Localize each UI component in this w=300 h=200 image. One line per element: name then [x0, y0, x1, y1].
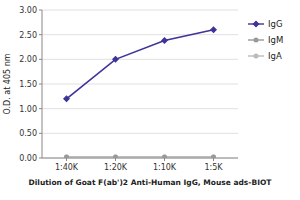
x-tick-label: 1:40K — [55, 163, 79, 172]
marker — [162, 155, 167, 158]
grid-line — [42, 133, 238, 134]
marker — [64, 155, 69, 158]
grid-line — [42, 10, 238, 11]
y-tick-label: 2.00 — [19, 55, 37, 64]
chart: 0.00 0.50 1.00 1.50 2.00 2.50 3.00 1:40K 1:20K 1:… — [0, 0, 300, 200]
marker — [211, 155, 216, 158]
marker — [113, 155, 118, 158]
plot-area — [63, 26, 217, 158]
y-tick-label: 2.50 — [19, 31, 37, 40]
grid-line — [42, 108, 238, 109]
legend-label: IgM — [268, 35, 283, 45]
x-tick-label: 1:10K — [153, 163, 177, 172]
series — [64, 155, 216, 158]
series — [63, 26, 217, 102]
y-tick-label: 0.50 — [19, 129, 37, 138]
x-tick — [213, 158, 214, 161]
grid-line — [42, 158, 238, 159]
marker — [113, 155, 118, 158]
legend-label: IgG — [268, 19, 283, 29]
marker — [161, 37, 168, 44]
x-axis — [42, 158, 238, 159]
series-line — [67, 156, 214, 157]
marker — [210, 26, 217, 33]
x-tick — [164, 158, 165, 161]
grid-line — [42, 34, 238, 35]
y-axis — [42, 10, 43, 158]
marker — [211, 155, 216, 158]
x-tick — [66, 158, 67, 161]
y-axis-label: O.D. at 405 nm — [3, 53, 12, 114]
legend-label: IgA — [268, 51, 282, 61]
x-tick-label: 1:5K — [204, 163, 223, 172]
y-tick-label: 1.00 — [19, 105, 37, 114]
series-line — [67, 156, 214, 157]
marker — [162, 155, 167, 158]
marker — [112, 56, 119, 63]
legend-marker — [253, 21, 260, 28]
legend-marker — [254, 38, 259, 43]
x-axis-label: Dilution of Goat F(ab')2 Anti-Human IgG,… — [29, 178, 273, 187]
legend-marker — [254, 54, 259, 59]
x-tick — [115, 158, 116, 161]
series — [64, 155, 216, 158]
y-tick-label: 1.50 — [19, 80, 37, 89]
y-tick-label: 3.00 — [19, 6, 37, 15]
legend: IgG IgM IgA — [248, 19, 283, 61]
marker — [64, 155, 69, 158]
x-tick-label: 1:20K — [104, 163, 128, 172]
y-tick-label: 0.00 — [19, 154, 37, 163]
grid-line — [42, 59, 238, 60]
grid-line — [42, 84, 238, 85]
series-line — [67, 30, 214, 99]
marker — [63, 95, 70, 102]
